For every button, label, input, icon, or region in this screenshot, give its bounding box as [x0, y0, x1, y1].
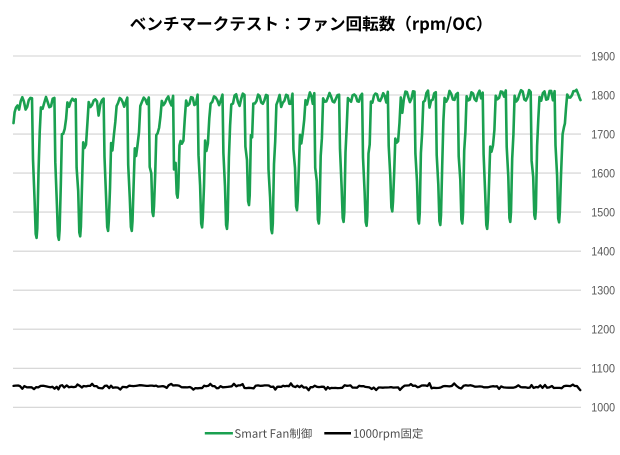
- svg-text:1800: 1800: [591, 88, 615, 102]
- svg-text:1400: 1400: [591, 245, 615, 259]
- svg-text:1200: 1200: [591, 323, 615, 337]
- svg-text:1900: 1900: [591, 49, 615, 63]
- svg-text:1300: 1300: [591, 284, 615, 298]
- svg-text:1100: 1100: [591, 362, 615, 376]
- svg-text:1000: 1000: [591, 401, 615, 415]
- svg-text:1500: 1500: [591, 206, 615, 220]
- svg-text:1700: 1700: [591, 128, 615, 142]
- svg-text:1600: 1600: [591, 167, 615, 181]
